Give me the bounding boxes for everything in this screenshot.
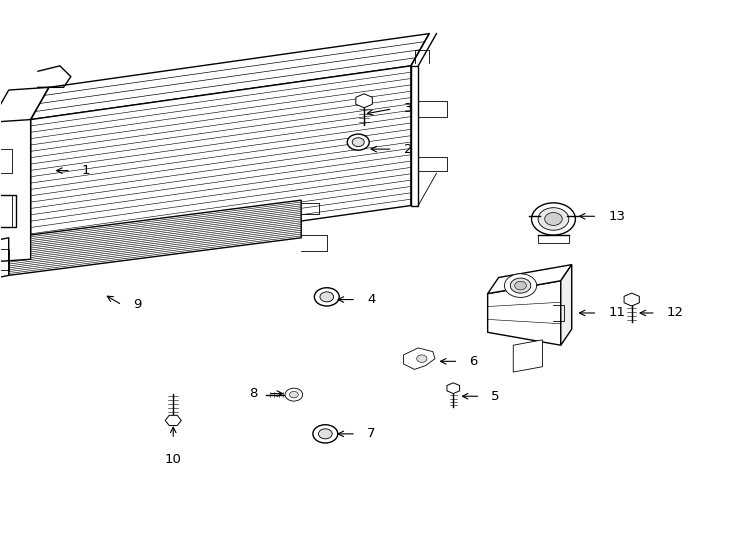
Polygon shape xyxy=(165,415,181,426)
Polygon shape xyxy=(561,265,572,345)
Circle shape xyxy=(285,388,302,401)
Polygon shape xyxy=(356,94,372,108)
Circle shape xyxy=(515,281,526,290)
Polygon shape xyxy=(31,66,411,259)
Polygon shape xyxy=(487,281,561,345)
Circle shape xyxy=(504,274,537,298)
Circle shape xyxy=(319,429,333,439)
Circle shape xyxy=(417,355,427,362)
Text: 8: 8 xyxy=(249,387,258,400)
Circle shape xyxy=(538,208,569,230)
Text: 4: 4 xyxy=(367,293,375,306)
Polygon shape xyxy=(487,265,572,294)
Text: 3: 3 xyxy=(404,103,412,116)
Text: 12: 12 xyxy=(666,307,684,320)
Text: 2: 2 xyxy=(404,143,412,156)
Text: 9: 9 xyxy=(133,299,142,312)
Polygon shape xyxy=(0,119,31,262)
Text: 5: 5 xyxy=(491,390,500,403)
Polygon shape xyxy=(624,293,639,306)
Text: 13: 13 xyxy=(608,210,625,223)
Circle shape xyxy=(545,213,562,225)
Polygon shape xyxy=(447,383,459,394)
Text: 7: 7 xyxy=(367,427,376,440)
Circle shape xyxy=(531,203,575,235)
Circle shape xyxy=(320,292,334,302)
Text: 1: 1 xyxy=(81,164,90,177)
Polygon shape xyxy=(31,33,429,119)
Circle shape xyxy=(347,134,369,150)
Polygon shape xyxy=(404,348,435,369)
Polygon shape xyxy=(513,340,542,372)
Polygon shape xyxy=(9,200,301,275)
Text: 10: 10 xyxy=(165,453,181,465)
Circle shape xyxy=(510,278,531,293)
Text: 6: 6 xyxy=(469,355,478,368)
Circle shape xyxy=(313,425,338,443)
Circle shape xyxy=(314,288,339,306)
Circle shape xyxy=(352,138,364,146)
Text: 11: 11 xyxy=(608,307,625,320)
Polygon shape xyxy=(411,66,418,206)
Circle shape xyxy=(289,392,298,398)
